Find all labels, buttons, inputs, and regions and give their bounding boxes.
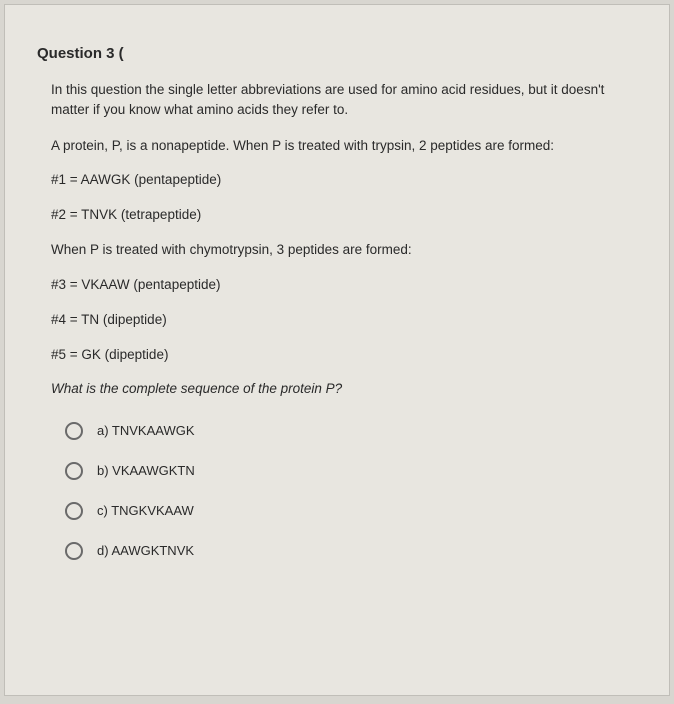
radio-b[interactable] — [65, 462, 83, 480]
body-line-6: #4 = TN (dipeptide) — [37, 311, 637, 330]
option-d[interactable]: d) AAWGKTNVK — [37, 542, 637, 560]
radio-d[interactable] — [65, 542, 83, 560]
body-line-5: #3 = VKAAW (pentapeptide) — [37, 276, 637, 295]
question-title: Question 3 ( — [37, 45, 637, 62]
radio-c[interactable] — [65, 502, 83, 520]
body-line-3: #2 = TNVK (tetrapeptide) — [37, 206, 637, 225]
option-c[interactable]: c) TNGKVKAAW — [37, 502, 637, 520]
option-a[interactable]: a) TNVKAAWGK — [37, 422, 637, 440]
question-prompt: What is the complete sequence of the pro… — [37, 381, 637, 396]
option-c-label: c) TNGKVKAAW — [97, 503, 194, 518]
intro-text: In this question the single letter abbre… — [37, 80, 637, 121]
option-a-label: a) TNVKAAWGK — [97, 423, 195, 438]
option-b-label: b) VKAAWGKTN — [97, 463, 195, 478]
body-line-2: #1 = AAWGK (pentapeptide) — [37, 171, 637, 190]
body-line-7: #5 = GK (dipeptide) — [37, 346, 637, 365]
radio-a[interactable] — [65, 422, 83, 440]
option-d-label: d) AAWGKTNVK — [97, 543, 194, 558]
body-line-1: A protein, P, is a nonapeptide. When P i… — [37, 137, 637, 156]
body-line-4: When P is treated with chymotrypsin, 3 p… — [37, 241, 637, 260]
question-page: Question 3 ( In this question the single… — [4, 4, 670, 696]
option-b[interactable]: b) VKAAWGKTN — [37, 462, 637, 480]
